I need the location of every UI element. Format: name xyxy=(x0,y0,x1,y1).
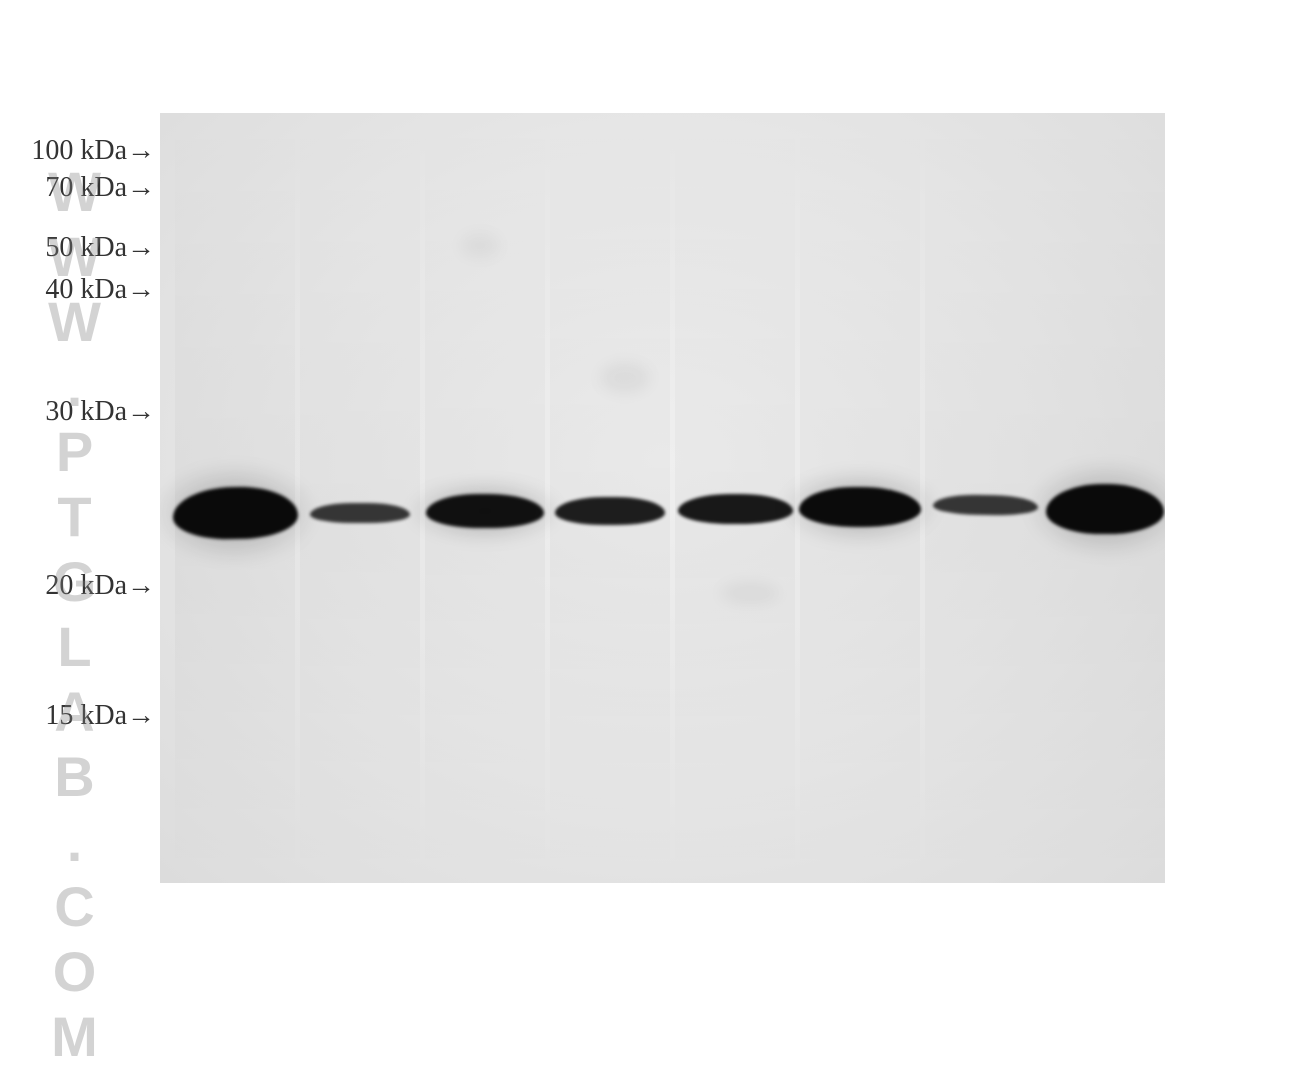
mw-marker: 30 kDa→ xyxy=(20,396,155,428)
film-smudge xyxy=(720,583,780,603)
mw-marker: 20 kDa→ xyxy=(20,570,155,602)
blot-membrane xyxy=(160,113,1165,883)
mw-marker: 15 kDa→ xyxy=(20,700,155,732)
mw-marker: 50 kDa→ xyxy=(20,232,155,264)
band xyxy=(1046,484,1164,534)
film-smudge xyxy=(460,233,500,258)
band xyxy=(426,494,544,528)
mw-marker: 100 kDa→ xyxy=(20,135,155,167)
band xyxy=(310,503,410,523)
mw-marker: 70 kDa→ xyxy=(20,172,155,204)
marker-labels: 100 kDa→ 70 kDa→ 50 kDa→ 40 kDa→ 30 kDa→… xyxy=(0,0,160,990)
band xyxy=(799,487,921,527)
lane-labels: LNCaP HeLa K-562 HepG2 Jurkat HSC-T6 NIH… xyxy=(0,0,1300,115)
band xyxy=(678,494,793,524)
lane-shade xyxy=(300,113,420,883)
band xyxy=(555,497,665,525)
film-smudge xyxy=(600,363,650,393)
figure-container: LNCaP HeLa K-562 HepG2 Jurkat HSC-T6 NIH… xyxy=(0,0,1300,990)
mw-marker: 40 kDa→ xyxy=(20,274,155,306)
